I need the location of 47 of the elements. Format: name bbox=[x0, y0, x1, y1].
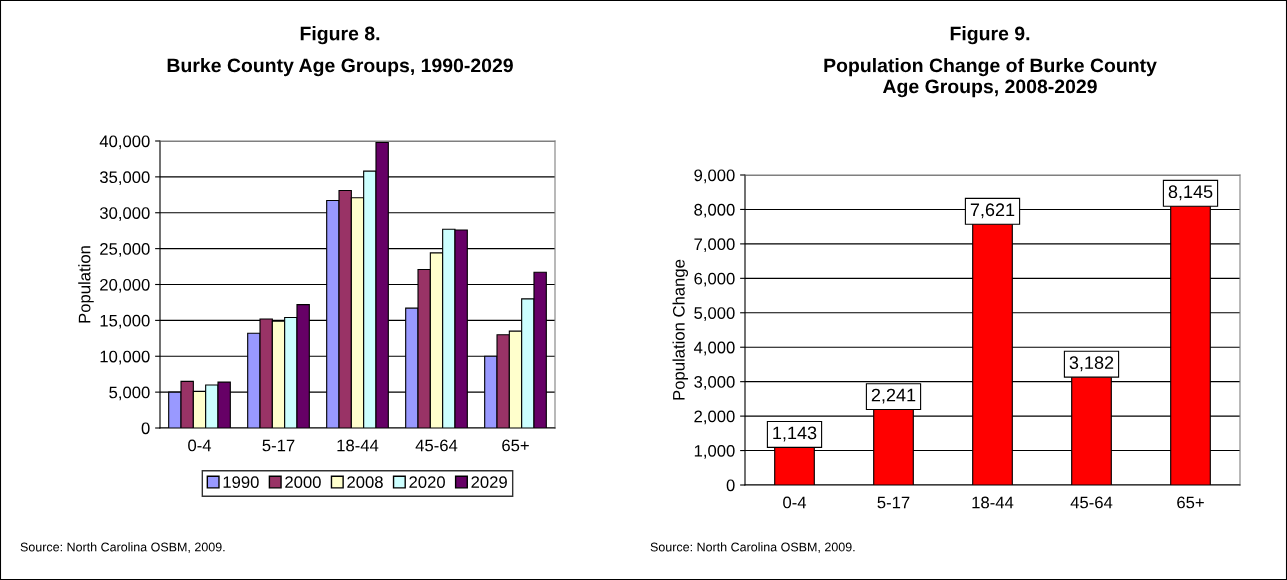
x-tick-label: 18-44 bbox=[337, 439, 379, 452]
chart-subtitle: Population Change of Burke County Age Groups, 2008-2029 bbox=[824, 58, 1157, 98]
y-tick-label: 8,000 bbox=[694, 203, 735, 218]
y-tick-label: 4,000 bbox=[693, 341, 735, 356]
chart-title: Figure 9. bbox=[950, 26, 1030, 45]
legend-label: 1990 bbox=[223, 476, 259, 489]
x-tick-label: 65+ bbox=[1177, 496, 1204, 509]
y-tick-label: 30,000 bbox=[99, 207, 150, 221]
y-tick-label: 7,000 bbox=[694, 238, 735, 253]
y-tick-label: 1,000 bbox=[694, 444, 735, 459]
x-tick-label: 0-4 bbox=[783, 496, 807, 509]
legend-label: 2029 bbox=[471, 476, 507, 489]
data-label: 7,621 bbox=[970, 203, 1015, 219]
y-tick-label: 35,000 bbox=[99, 171, 150, 186]
chart-subtitle: Burke County Age Groups, 1990-2029 bbox=[167, 58, 513, 77]
x-tick-label: 18-44 bbox=[972, 496, 1014, 509]
legend-label: 2008 bbox=[347, 476, 383, 489]
x-tick-label: 5-17 bbox=[262, 439, 295, 452]
legend-label: 2020 bbox=[409, 476, 445, 489]
x-tick-label: 65+ bbox=[502, 439, 529, 452]
y-tick-label: 25,000 bbox=[100, 243, 150, 257]
source-note: Source: North Carolina OSBM, 2009. bbox=[650, 542, 855, 553]
y-tick-label: 0 bbox=[141, 422, 150, 435]
y-tick-label: 3,000 bbox=[694, 376, 735, 390]
x-tick-label: 5-17 bbox=[877, 496, 910, 509]
x-tick-label: 0-4 bbox=[188, 439, 212, 452]
y-tick-label: 40,000 bbox=[99, 135, 150, 150]
chart-title: Figure 8. bbox=[300, 26, 380, 45]
source-note: Source: North Carolina OSBM, 2009. bbox=[20, 542, 225, 553]
y-tick-label: 9,000 bbox=[694, 169, 735, 184]
y-tick-label: 6,000 bbox=[694, 272, 735, 287]
y-tick-label: 10,000 bbox=[100, 350, 150, 365]
y-tick-label: 20,000 bbox=[100, 278, 150, 293]
data-label: 1,143 bbox=[773, 426, 817, 442]
x-tick-label: 45-64 bbox=[415, 439, 458, 452]
data-label: 3,182 bbox=[1069, 356, 1114, 372]
y-tick-label: 15,000 bbox=[100, 314, 150, 329]
y-tick-label: 5,000 bbox=[694, 307, 735, 321]
legend-label: 2000 bbox=[285, 476, 321, 489]
y-axis-title: Population Change bbox=[672, 259, 689, 400]
y-tick-label: 5,000 bbox=[109, 386, 150, 401]
data-label: 2,241 bbox=[871, 388, 916, 404]
x-tick-label: 45-64 bbox=[1070, 496, 1113, 509]
data-label: 8,145 bbox=[1168, 185, 1213, 201]
y-tick-label: 2,000 bbox=[694, 410, 735, 425]
y-axis-title: Population bbox=[78, 246, 94, 323]
y-tick-label: 0 bbox=[726, 479, 735, 492]
